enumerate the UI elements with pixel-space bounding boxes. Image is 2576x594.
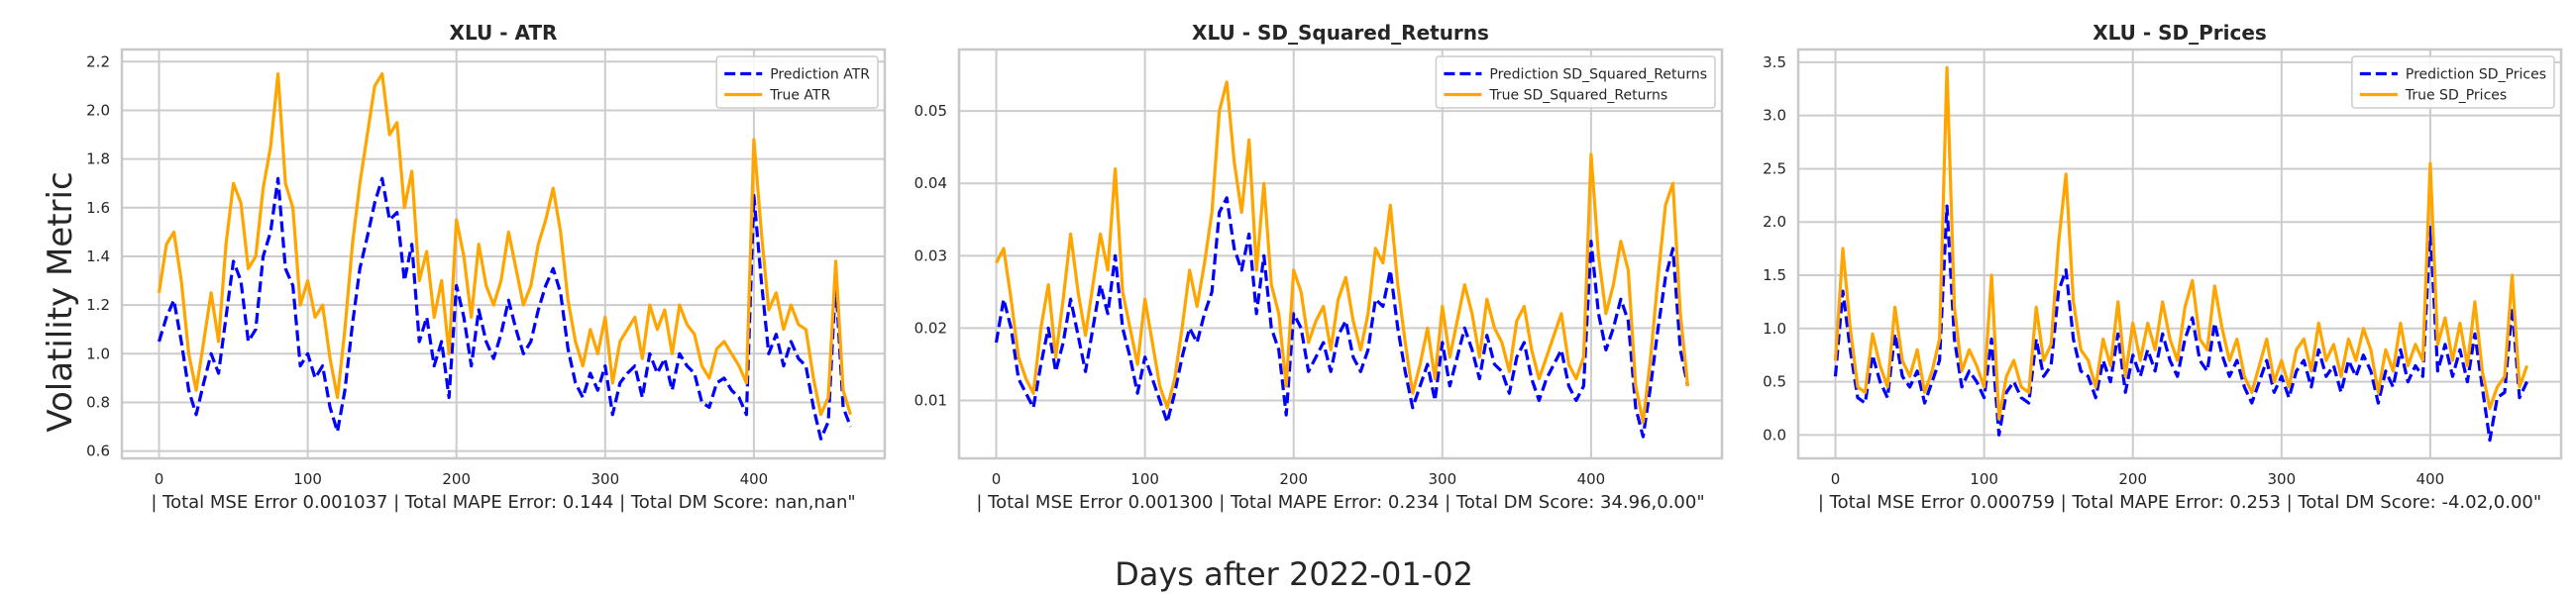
x-tick-label: 400 xyxy=(740,470,769,488)
y-tick-label: 1.4 xyxy=(86,248,110,265)
x-tick-label: 200 xyxy=(442,470,471,488)
x-tick-label: 300 xyxy=(1428,470,1456,488)
y-tick-label: 1.5 xyxy=(1763,266,1786,284)
plot-area xyxy=(122,50,885,458)
axes-frame xyxy=(1796,48,2563,460)
plot-area xyxy=(959,50,1722,458)
true-series-line xyxy=(995,80,1690,425)
y-tick-label: 0.05 xyxy=(914,102,947,120)
chart-panel-3: 0 100 200 300 400 0.0 0.5 1.0 1.5 2.0 2.5 3.0 3.5 XLU… xyxy=(1763,21,2563,513)
y-tick-label: 1.8 xyxy=(86,150,110,168)
legend-label: True SD_Squared_Returns xyxy=(1488,88,1667,104)
chart-title: XLU - SD_Squared_Returns xyxy=(1192,21,1489,45)
figure-x-axis-label: Days after 2022-01-02 xyxy=(1115,555,1473,593)
chart-title: XLU - ATR xyxy=(450,21,558,45)
axes-frame xyxy=(957,48,1724,460)
legend-label: Prediction ATR xyxy=(770,67,870,83)
y-tick-label: 1.0 xyxy=(1763,320,1786,338)
x-tick-label: 400 xyxy=(1577,470,1606,488)
x-tick-label: 100 xyxy=(1970,470,1998,488)
legend-label: Prediction SD_Prices xyxy=(2406,67,2546,83)
y-tick-label: 3.5 xyxy=(1763,53,1786,71)
prediction-series-line xyxy=(994,196,1690,439)
x-tick-label: 200 xyxy=(1279,470,1308,488)
figure-y-axis-label: Volatility Metric xyxy=(41,171,80,432)
x-tick-label: 100 xyxy=(293,470,322,488)
x-tick-label: 200 xyxy=(2118,470,2147,488)
y-tick-label: 0.02 xyxy=(914,319,947,337)
x-tick-label: 300 xyxy=(2267,470,2296,488)
plot-area xyxy=(1798,50,2561,458)
y-tick-label: 3.0 xyxy=(1763,107,1786,125)
chart-panel-2: 0 100 200 300 400 0.01 0.02 0.03 0.04 0.05 XLU - S… xyxy=(914,21,1724,513)
x-axis-label: | Total MSE Error 0.001300 | Total MAPE … xyxy=(976,492,1704,513)
legend-label: True ATR xyxy=(769,88,830,104)
legend-label: Prediction SD_Squared_Returns xyxy=(1489,67,1707,83)
y-tick-label: 1.0 xyxy=(86,345,110,362)
legend: Prediction SD_Prices True SD_Prices xyxy=(2351,55,2555,109)
y-tick-label: 0.01 xyxy=(914,392,947,410)
y-tick-label: 2.0 xyxy=(1763,213,1786,231)
prediction-series-line xyxy=(157,176,852,441)
legend: Prediction SD_Squared_Returns True SD_Squ… xyxy=(1435,55,1716,109)
legend: Prediction ATR True ATR xyxy=(715,55,879,109)
legend-label: True SD_Prices xyxy=(2405,88,2507,104)
x-tick-label: 100 xyxy=(1130,470,1159,488)
y-tick-label: 0.04 xyxy=(914,174,947,192)
x-tick-label: 0 xyxy=(155,470,164,488)
y-tick-label: 0.03 xyxy=(914,247,947,264)
legend-box xyxy=(2351,55,2555,109)
y-tick-label: 0.0 xyxy=(1763,426,1786,444)
legend-box xyxy=(1435,55,1716,109)
x-tick-label: 300 xyxy=(590,470,619,488)
x-tick-label: 0 xyxy=(992,470,1002,488)
y-tick-label: 0.5 xyxy=(1763,373,1786,391)
subplots: 0 100 200 300 400 0.6 0.8 1.0 1.2 1.4 1.6 1.8 2.0 2.2… xyxy=(86,21,2563,513)
x-axis-label: | Total MSE Error 0.000759 | Total MAPE … xyxy=(1818,492,2541,513)
y-tick-label: 1.2 xyxy=(86,296,110,314)
axes-frame xyxy=(120,48,887,460)
y-tick-label: 0.6 xyxy=(86,443,110,460)
y-tick-label: 2.0 xyxy=(86,101,110,119)
chart-title: XLU - SD_Prices xyxy=(2093,21,2267,45)
true-series-line xyxy=(157,71,853,417)
true-series-line xyxy=(1833,65,2529,421)
x-tick-label: 400 xyxy=(2416,470,2445,488)
y-tick-label: 2.5 xyxy=(1763,159,1786,177)
y-tick-label: 2.2 xyxy=(86,52,110,70)
prediction-series-line xyxy=(1833,204,2528,443)
y-tick-label: 1.6 xyxy=(86,199,110,217)
x-axis-label: | Total MSE Error 0.001037 | Total MAPE … xyxy=(151,492,855,513)
y-tick-label: 0.8 xyxy=(86,393,110,411)
chart-panel-1: 0 100 200 300 400 0.6 0.8 1.0 1.2 1.4 1.6 1.8 2.0 2.2… xyxy=(86,21,887,513)
x-tick-label: 0 xyxy=(1831,470,1841,488)
